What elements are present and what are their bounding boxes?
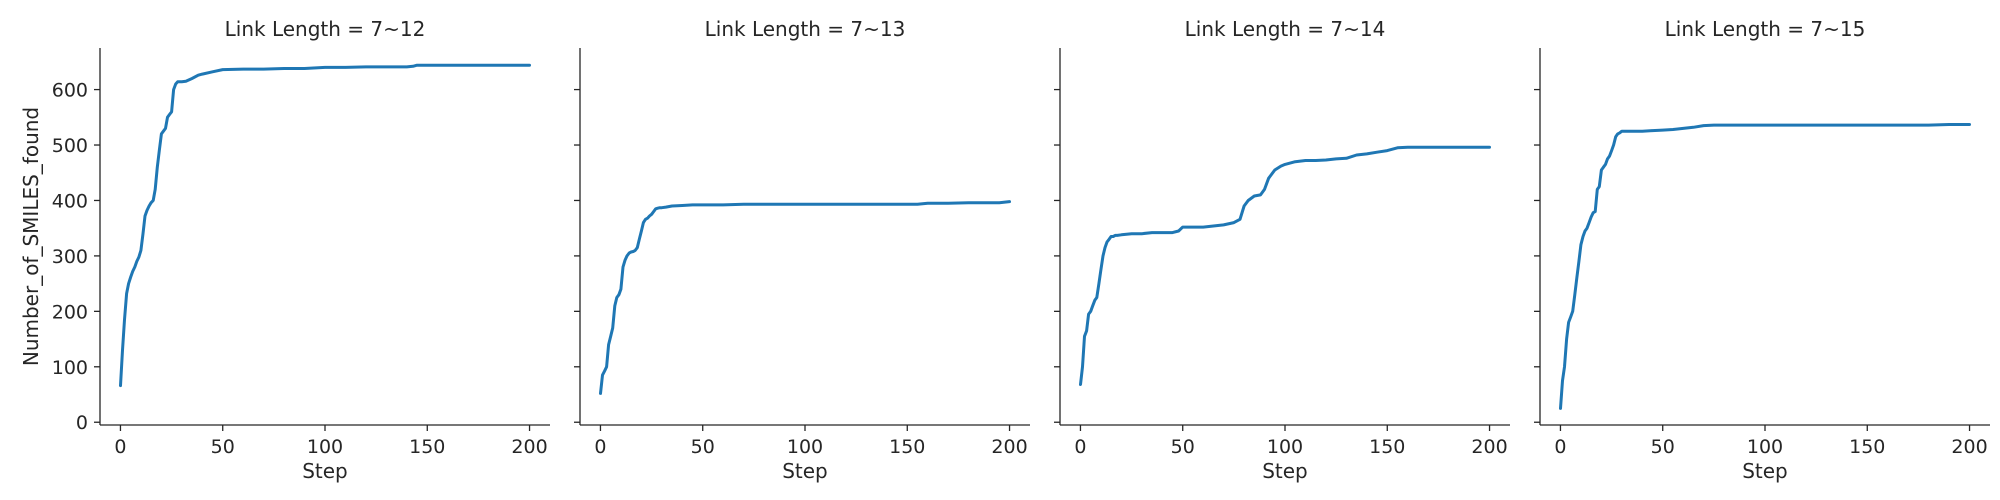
x-tick-label: 50: [211, 436, 235, 458]
x-tick-label: 0: [1554, 436, 1566, 458]
x-tick-label: 0: [1074, 436, 1086, 458]
y-tick-label: 400: [52, 190, 88, 212]
chart-panel-3: 0 50 100 150 200 Link Length = 7~14 Step: [1054, 17, 1510, 483]
x-tick-label: 50: [691, 436, 715, 458]
x-tick-label: 200: [1951, 436, 1987, 458]
panel-title: Link Length = 7~13: [705, 17, 906, 41]
x-tick-label: 150: [889, 436, 925, 458]
y-tick-label: 200: [52, 301, 88, 323]
series-line: [1079, 145, 1491, 386]
x-tick-label: 200: [991, 436, 1027, 458]
series-line: [599, 200, 1011, 395]
x-tick-label: 50: [1171, 436, 1195, 458]
x-tick-label: 150: [409, 436, 445, 458]
series-line: [1559, 123, 1971, 410]
y-tick-label: 500: [52, 135, 88, 157]
x-axis-label: Step: [782, 459, 828, 483]
y-tick-label: 0: [76, 412, 88, 434]
x-tick-label: 150: [1369, 436, 1405, 458]
panel-title: Link Length = 7~15: [1665, 17, 1866, 41]
panel-title: Link Length = 7~14: [1185, 17, 1386, 41]
y-tick-label: 100: [52, 357, 88, 379]
y-tick-label: 300: [52, 246, 88, 268]
x-axis-label: Step: [1262, 459, 1308, 483]
chart-panel-4: 0 50 100 150 200 Link Length = 7~15 Step: [1534, 17, 1990, 483]
x-tick-label: 0: [114, 436, 126, 458]
x-tick-label: 100: [307, 436, 343, 458]
x-axis-label: Step: [1742, 459, 1788, 483]
x-axis-label: Step: [302, 459, 348, 483]
y-tick-label: 600: [52, 80, 88, 102]
series-line: [119, 63, 531, 388]
y-axis-label: Number_of_SMILES_found: [19, 107, 43, 366]
panel-title: Link Length = 7~12: [225, 17, 426, 41]
x-tick-label: 0: [594, 436, 606, 458]
x-tick-label: 50: [1651, 436, 1675, 458]
x-tick-label: 200: [1471, 436, 1507, 458]
chart-panel-1: 0 50 100 150 200 0 100 200 300 400 500 600 Link Leng…: [19, 17, 550, 483]
x-tick-label: 100: [787, 436, 823, 458]
chart-panel-2: 0 50 100 150 200 Link Length = 7~13 Step: [574, 17, 1030, 483]
x-tick-label: 100: [1267, 436, 1303, 458]
x-tick-label: 150: [1849, 436, 1885, 458]
x-tick-label: 100: [1747, 436, 1783, 458]
x-tick-label: 200: [511, 436, 547, 458]
